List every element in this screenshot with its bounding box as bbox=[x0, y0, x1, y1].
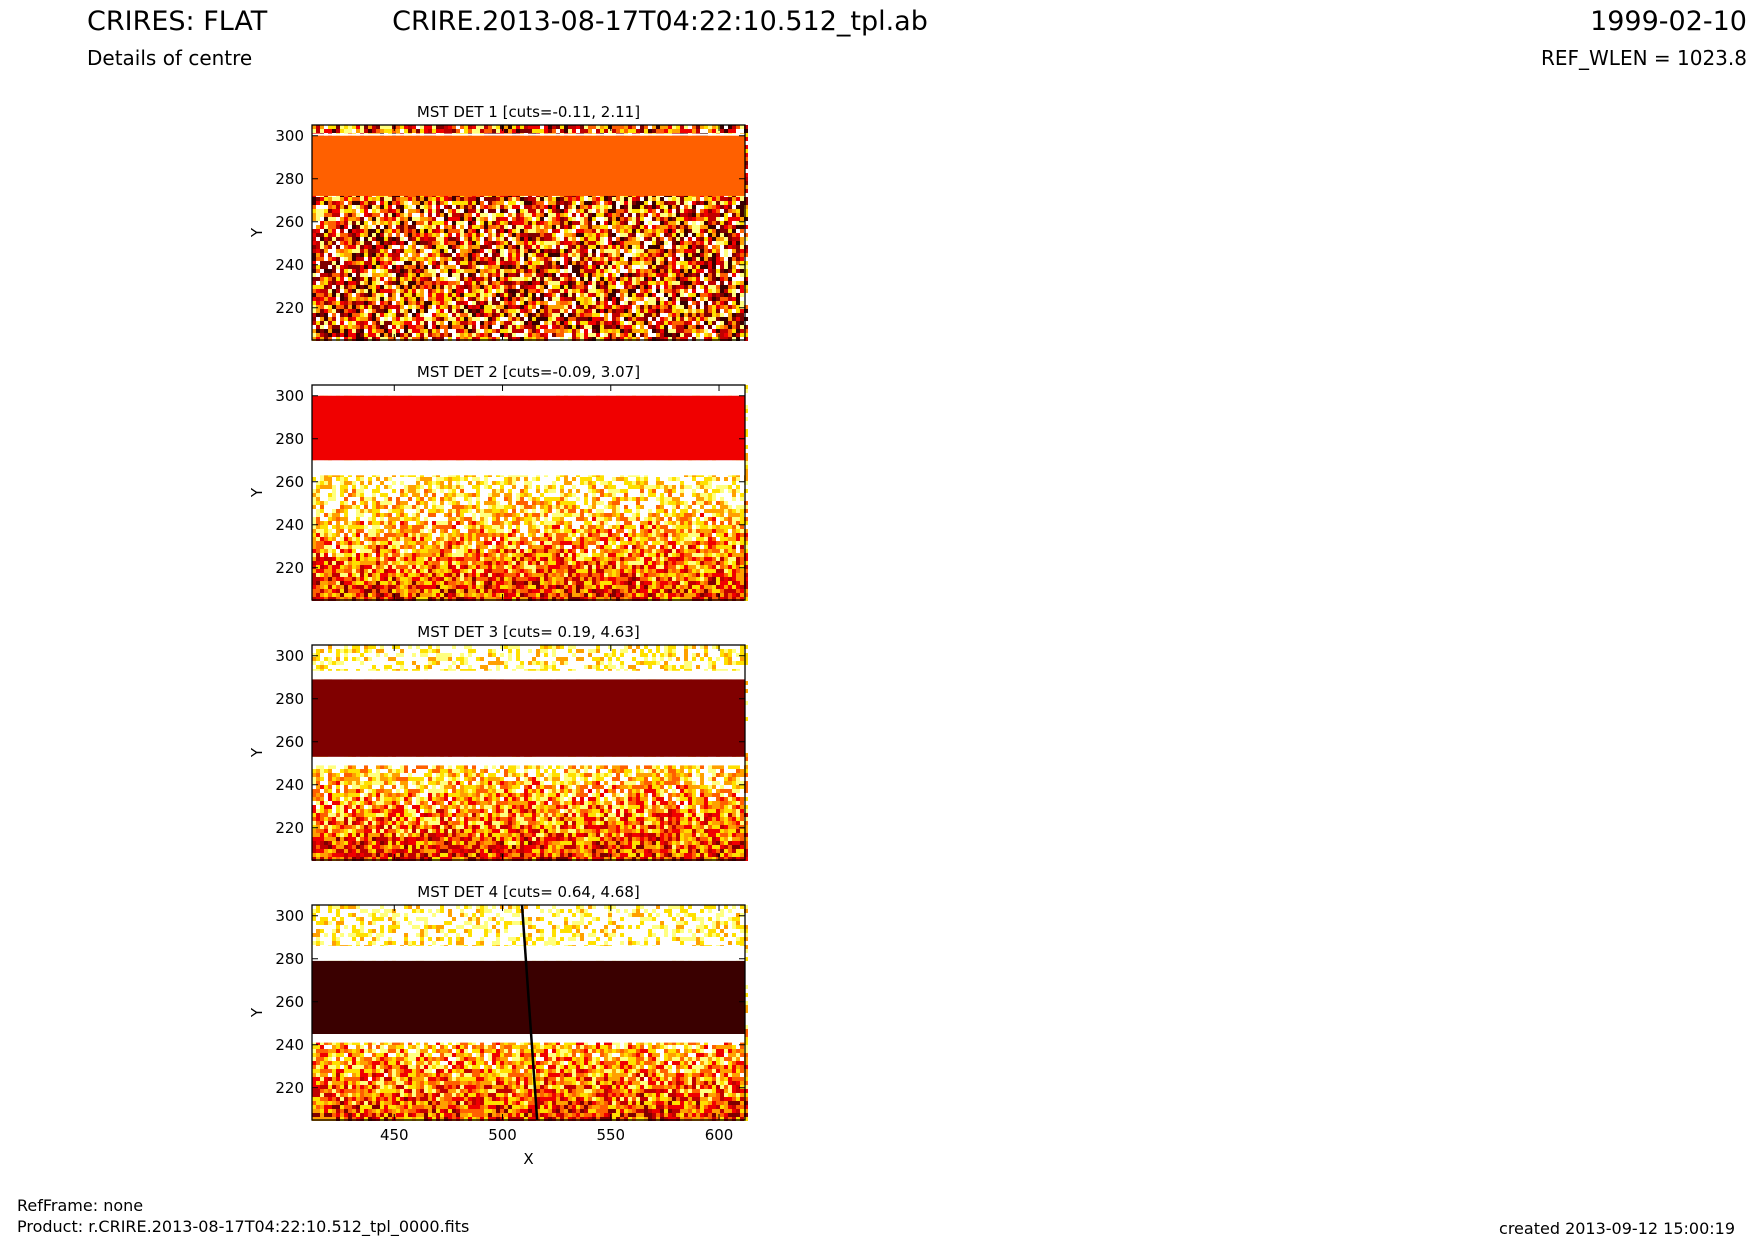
noise-layer bbox=[312, 125, 748, 341]
figure-title: CRIRES: FLAT bbox=[87, 6, 268, 37]
panel-1: 220 240 260 280 300 MST DET 1 [cuts=-0.11, 2.… bbox=[248, 103, 748, 341]
noise-layer bbox=[324, 837, 744, 861]
y-axis-label: Y bbox=[248, 487, 266, 498]
y-tick-label: 280 bbox=[275, 690, 304, 708]
noise-layer bbox=[312, 385, 748, 601]
noise-layer bbox=[312, 385, 748, 585]
noise-layer bbox=[312, 749, 748, 861]
product-label: Product: r.CRIRE.2013-08-17T04:22:10.512… bbox=[17, 1217, 470, 1236]
y-tick-label: 220 bbox=[275, 559, 304, 577]
x-tick-label: 500 bbox=[488, 1126, 517, 1144]
panel-2: 220 240 260 280 300 MST DET 2 [cuts=-0.09, 3.… bbox=[248, 363, 748, 601]
y-tick-label: 300 bbox=[275, 647, 304, 665]
panel-4: 220 240 260 280 300 450 500 550 600 MST DET 4 [cu… bbox=[248, 883, 748, 1168]
refframe-label: RefFrame: none bbox=[17, 1196, 144, 1215]
y-tick-label: 240 bbox=[275, 1036, 304, 1054]
panel-title: MST DET 1 [cuts=-0.11, 2.11] bbox=[417, 103, 640, 121]
y-tick-label: 240 bbox=[275, 776, 304, 794]
y-tick-label: 220 bbox=[275, 1079, 304, 1097]
gap-band bbox=[312, 133, 745, 136]
file-name-title: CRIRE.2013-08-17T04:22:10.512_tpl.ab bbox=[392, 6, 928, 37]
date-title: 1999-02-10 bbox=[1590, 6, 1747, 37]
noise-layer bbox=[312, 777, 748, 861]
gap-band bbox=[312, 385, 745, 396]
y-tick-label: 280 bbox=[275, 430, 304, 448]
x-tick-label: 450 bbox=[380, 1126, 409, 1144]
y-tick-label: 300 bbox=[275, 907, 304, 925]
y-axis-label: Y bbox=[248, 1007, 266, 1018]
x-axis-label: X bbox=[523, 1150, 533, 1168]
figure-subtitle: Details of centre bbox=[87, 46, 253, 70]
y-axis-label: Y bbox=[248, 747, 266, 758]
y-tick-label: 220 bbox=[275, 819, 304, 837]
ref-wlen-label: REF_WLEN = 1023.8 bbox=[1540, 46, 1747, 70]
noise-layer bbox=[312, 125, 748, 341]
noise-layer bbox=[312, 545, 748, 601]
y-tick-label: 240 bbox=[275, 516, 304, 534]
gap-band bbox=[312, 945, 745, 961]
y-tick-label: 220 bbox=[275, 299, 304, 317]
gap-band bbox=[312, 756, 745, 766]
gap-band bbox=[312, 460, 745, 476]
plot-frame bbox=[311, 384, 746, 601]
noise-layer bbox=[312, 125, 748, 341]
signal-band bbox=[312, 395, 745, 461]
created-label: created 2013-09-12 15:00:19 bbox=[1499, 1219, 1735, 1238]
signal-band bbox=[312, 679, 745, 757]
y-tick-label: 300 bbox=[275, 127, 304, 145]
x-tick-label: 600 bbox=[705, 1126, 734, 1144]
y-tick-label: 280 bbox=[275, 170, 304, 188]
y-axis-label: Y bbox=[248, 227, 266, 238]
x-tick-label: 550 bbox=[596, 1126, 625, 1144]
noise-layer bbox=[312, 1033, 748, 1121]
panel-3: 220 240 260 280 300 MST DET 3 [cuts= 0.19, 4.… bbox=[248, 623, 748, 861]
plot-frame bbox=[311, 124, 746, 341]
plot-frame bbox=[311, 904, 746, 1121]
y-tick-label: 280 bbox=[275, 950, 304, 968]
y-tick-label: 260 bbox=[275, 213, 304, 231]
gap-band bbox=[312, 1034, 745, 1043]
y-tick-label: 240 bbox=[275, 256, 304, 274]
noise-layer bbox=[312, 805, 748, 861]
plot-frame bbox=[311, 644, 746, 861]
noise-layer bbox=[312, 125, 748, 341]
y-tick-label: 260 bbox=[275, 733, 304, 751]
gap-band bbox=[312, 670, 745, 680]
signal-band bbox=[312, 135, 745, 196]
panel-title: MST DET 2 [cuts=-0.09, 3.07] bbox=[417, 363, 640, 381]
panel-title: MST DET 3 [cuts= 0.19, 4.63] bbox=[417, 623, 640, 641]
panel-title: MST DET 4 [cuts= 0.64, 4.68] bbox=[417, 883, 640, 901]
noise-layer bbox=[312, 645, 748, 861]
y-tick-label: 260 bbox=[275, 993, 304, 1011]
trace-line bbox=[520, 904, 539, 1121]
noise-layer bbox=[316, 577, 720, 601]
noise-layer bbox=[312, 485, 748, 601]
y-tick-label: 260 bbox=[275, 473, 304, 491]
y-tick-label: 300 bbox=[275, 387, 304, 405]
